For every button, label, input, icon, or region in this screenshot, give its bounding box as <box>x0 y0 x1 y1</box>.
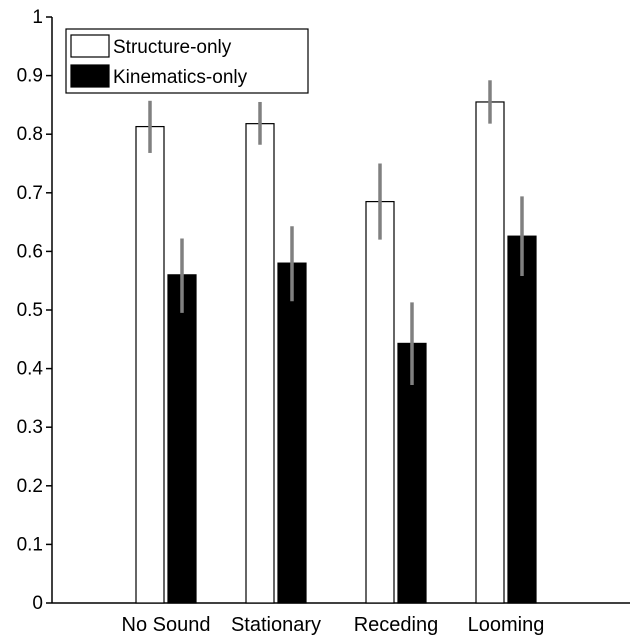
bars <box>135 80 537 604</box>
y-tick-label: 0.2 <box>17 476 43 497</box>
y-tick-label: 0.6 <box>17 241 43 262</box>
legend-label-structure-only: Structure-only <box>113 37 232 58</box>
y-tick-label: 0.3 <box>17 417 43 438</box>
y-tick-label: 0.9 <box>17 66 43 87</box>
x-category-label: Stationary <box>231 614 321 636</box>
y-tick-label: 0.4 <box>17 359 44 380</box>
structure-only-bar <box>135 125 165 604</box>
legend-label-kinematics-only: Kinematics-only <box>113 67 248 88</box>
y-tick-label: 0.5 <box>17 300 43 321</box>
y-tick-label: 0.8 <box>17 124 43 145</box>
kinematics-only-bar <box>277 262 307 604</box>
structure-only-bar <box>245 123 275 604</box>
x-category-label: No Sound <box>122 614 211 636</box>
y-tick-label: 1 <box>32 7 43 28</box>
x-category-label: Looming <box>468 614 545 636</box>
structure-only-bar <box>365 200 395 604</box>
kinematics-only-bar <box>507 235 537 604</box>
structure-only-bar <box>475 101 505 604</box>
axes: 0 0.1 0.2 0.3 0.4 0.5 0.6 0.7 0.8 0.9 1 No Sound Sta… <box>17 7 630 636</box>
legend: Structure-only Kinematics-only <box>65 28 309 94</box>
legend-swatch-structure-only <box>70 34 110 58</box>
y-tick-label: 0.1 <box>17 534 43 555</box>
legend-swatch-kinematics-only <box>70 64 110 88</box>
y-tick-label: 0 <box>32 593 43 614</box>
x-category-label: Receding <box>354 614 439 636</box>
y-tick-label: 0.7 <box>17 183 43 204</box>
kinematics-only-bar <box>167 274 197 604</box>
